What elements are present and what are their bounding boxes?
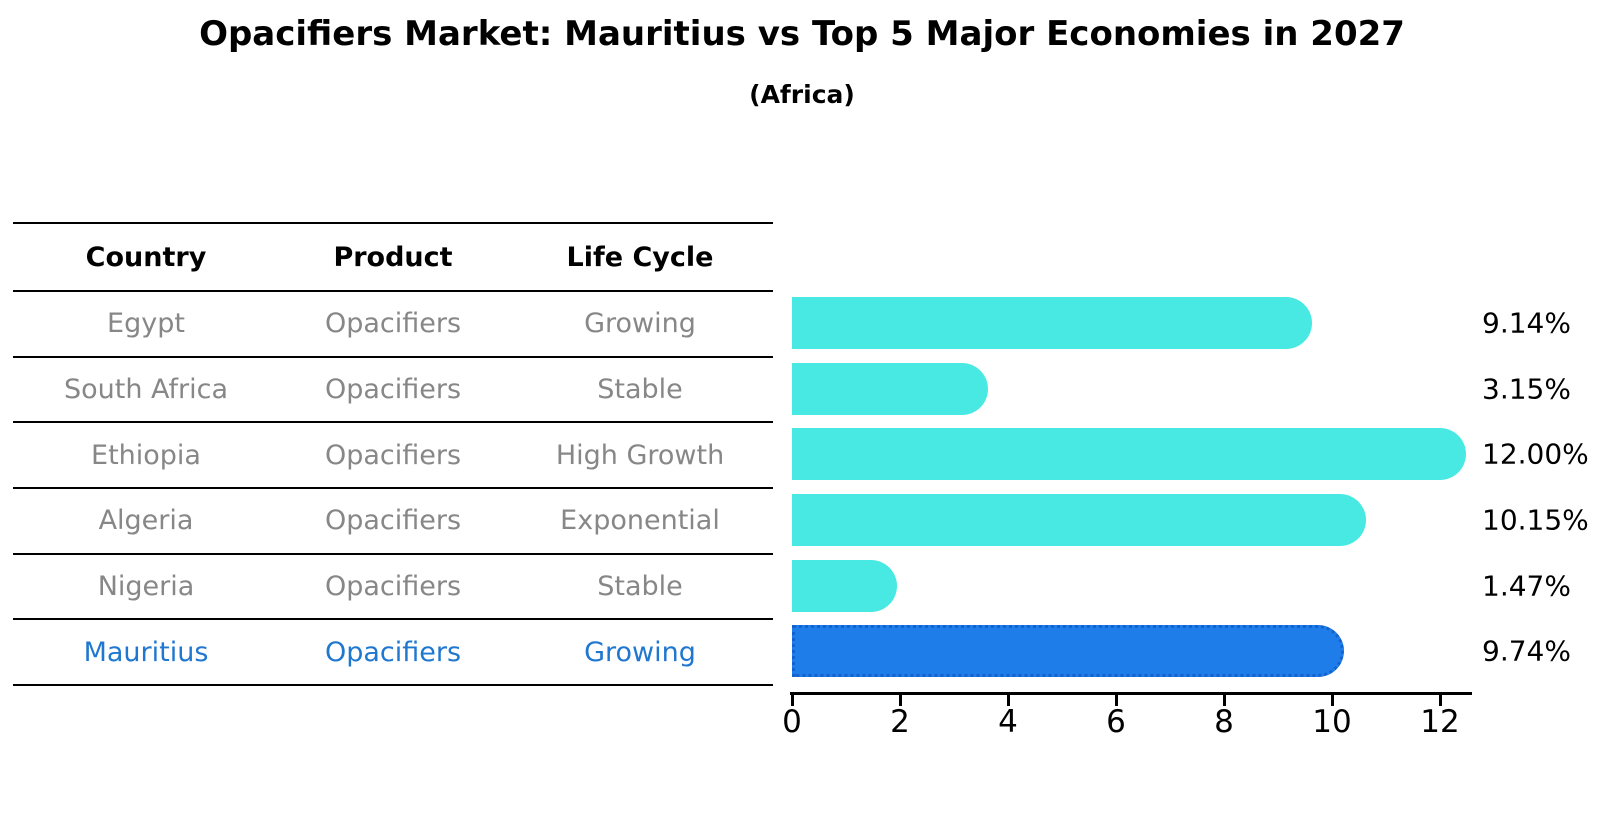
table-cell: Stable xyxy=(597,374,683,406)
x-axis-tick xyxy=(1330,692,1334,706)
table-cell: Exponential xyxy=(560,505,720,537)
table-cell: Opacifiers xyxy=(324,636,462,668)
table-cell: Mauritius xyxy=(83,636,209,668)
bar xyxy=(792,296,1312,349)
highlight-bar xyxy=(792,625,1344,678)
x-axis-tick-label: 12 xyxy=(1420,704,1460,740)
table-cell: Algeria xyxy=(98,505,194,537)
x-axis-tick-label: 2 xyxy=(890,704,910,740)
table-cell: Nigeria xyxy=(97,571,195,603)
table-header-product: Product xyxy=(333,241,453,273)
x-axis-tick-label: 4 xyxy=(998,704,1018,740)
x-axis-tick-label: 10 xyxy=(1312,704,1352,740)
value-label: 1.47% xyxy=(1482,569,1571,603)
x-axis-tick-label: 6 xyxy=(1106,704,1126,740)
table-row: Mauritius Opacifiers Growing xyxy=(13,620,773,687)
table-header-life-cycle: Life Cycle xyxy=(566,241,714,273)
table-cell: Growing xyxy=(584,636,696,668)
table-row: Egypt Opacifiers Growing xyxy=(13,292,773,358)
table-cell: Opacifiers xyxy=(324,308,462,340)
value-label: 9.74% xyxy=(1482,634,1571,668)
bar xyxy=(792,493,1367,546)
x-axis-tick xyxy=(1114,692,1118,706)
chart-title: Opacifiers Market: Mauritius vs Top 5 Ma… xyxy=(199,14,1405,54)
value-label: 3.15% xyxy=(1482,372,1571,406)
country-table: Country Product Life Cycle Egypt Opacifie… xyxy=(13,222,773,687)
table-header-country: Country xyxy=(85,241,207,273)
table-cell: Opacifiers xyxy=(324,439,462,471)
x-axis-tick xyxy=(790,692,794,706)
bar xyxy=(792,559,898,612)
x-axis-tick-label: 0 xyxy=(782,704,802,740)
table-header-row: Country Product Life Cycle xyxy=(13,224,773,292)
x-axis-line xyxy=(790,692,1472,695)
value-label: 10.15% xyxy=(1482,503,1589,537)
table-cell: Growing xyxy=(584,308,696,340)
x-axis-tick xyxy=(1438,692,1442,706)
table-cell: Ethiopia xyxy=(91,439,201,471)
bar xyxy=(792,362,989,415)
value-label: 12.00% xyxy=(1482,437,1589,471)
value-label: 9.14% xyxy=(1482,306,1571,340)
table-cell: Opacifiers xyxy=(324,571,462,603)
table-row: Nigeria Opacifiers Stable xyxy=(13,555,773,621)
x-axis-tick xyxy=(898,692,902,706)
x-axis-tick-label: 8 xyxy=(1214,704,1234,740)
table-cell: South Africa xyxy=(63,374,229,406)
chart-subtitle: (Africa) xyxy=(749,80,855,109)
table-row: South Africa Opacifiers Stable xyxy=(13,358,773,424)
x-axis-tick xyxy=(1222,692,1226,706)
table-row: Ethiopia Opacifiers High Growth xyxy=(13,423,773,490)
x-axis-tick xyxy=(1006,692,1010,706)
bar xyxy=(792,428,1466,481)
table-row: Algeria Opacifiers Exponential xyxy=(13,489,773,555)
table-cell: Stable xyxy=(597,571,683,603)
table-cell: Opacifiers xyxy=(324,505,462,537)
table-cell: High Growth xyxy=(555,439,725,471)
table-cell: Egypt xyxy=(107,308,185,340)
table-cell: Opacifiers xyxy=(324,374,462,406)
